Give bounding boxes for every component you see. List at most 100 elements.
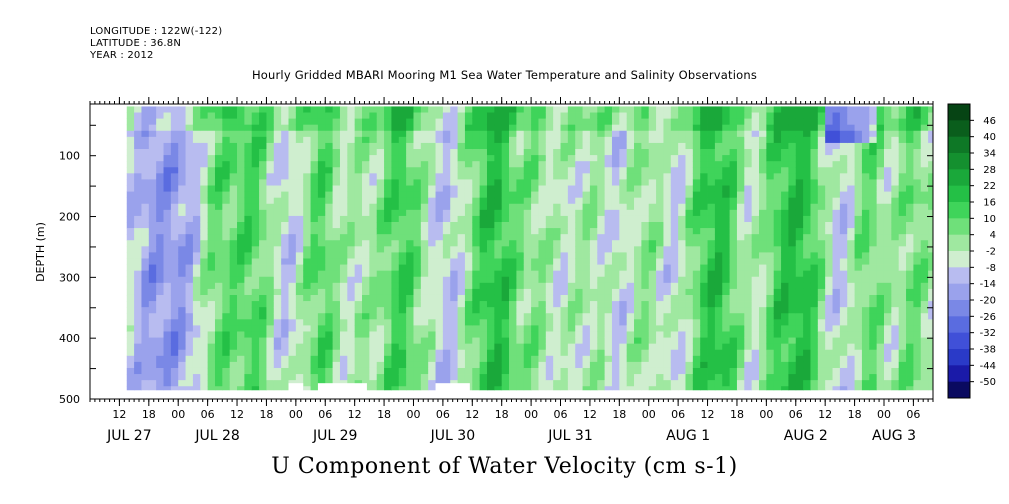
heat-cell xyxy=(362,349,370,357)
heat-cell xyxy=(479,112,488,119)
heat-cell xyxy=(222,142,231,150)
heat-cell xyxy=(486,325,495,332)
heat-cell xyxy=(663,142,672,150)
heat-cell xyxy=(626,209,635,217)
heat-cell xyxy=(523,167,532,174)
heat-cell xyxy=(788,234,797,241)
heat-cell xyxy=(810,222,819,229)
heat-cell xyxy=(509,258,517,265)
heat-cell xyxy=(200,307,209,314)
heat-cell xyxy=(663,167,672,174)
heat-cell xyxy=(310,191,319,199)
heat-cell xyxy=(707,179,716,186)
heat-cell xyxy=(663,197,672,205)
heat-cell xyxy=(200,209,209,217)
heat-cell xyxy=(376,167,385,174)
heat-cell xyxy=(656,288,664,296)
heat-cell xyxy=(207,313,216,320)
heat-cell xyxy=(244,258,253,265)
heat-cell xyxy=(825,209,833,217)
heat-cell xyxy=(148,276,157,284)
heat-cell xyxy=(288,276,297,284)
heat-cell xyxy=(200,252,209,259)
heat-cell xyxy=(148,264,157,272)
heat-cell xyxy=(288,331,297,338)
heat-cell xyxy=(729,240,738,247)
heat-cell xyxy=(744,191,753,199)
heat-cell xyxy=(251,258,260,265)
heat-cell xyxy=(714,264,723,272)
heat-cell xyxy=(663,252,672,259)
heat-cell xyxy=(295,191,304,199)
heat-cell xyxy=(597,386,606,391)
heat-cell xyxy=(531,234,539,241)
heat-cell xyxy=(237,361,245,369)
heat-cell xyxy=(464,246,473,253)
heat-cell xyxy=(876,276,885,284)
heat-cell xyxy=(369,294,378,302)
heat-cell xyxy=(634,307,642,314)
heat-cell xyxy=(222,149,231,156)
heat-cell xyxy=(560,252,569,259)
heat-cell xyxy=(347,130,356,138)
heat-cell xyxy=(148,234,157,241)
heat-cell xyxy=(700,228,708,235)
heat-cell xyxy=(435,361,444,369)
heat-cell xyxy=(597,343,606,351)
heat-cell xyxy=(237,185,245,192)
heat-cell xyxy=(729,167,738,174)
heat-cell xyxy=(192,124,201,132)
heat-cell xyxy=(883,319,892,326)
heat-cell xyxy=(898,301,907,308)
heat-cell xyxy=(170,343,179,351)
heat-cell xyxy=(810,380,819,387)
heat-cell xyxy=(531,246,539,253)
heat-cell xyxy=(766,258,775,265)
heat-cell xyxy=(847,118,855,126)
heat-cell xyxy=(479,173,488,180)
heat-cell xyxy=(854,301,863,308)
heat-cell xyxy=(545,313,554,320)
heat-cell xyxy=(685,319,694,326)
heat-cell xyxy=(281,112,289,119)
heat-cell xyxy=(134,355,142,363)
heat-cell xyxy=(567,155,576,162)
heat-cell xyxy=(332,307,341,314)
heat-cell xyxy=(214,136,223,144)
heat-cell xyxy=(759,124,767,132)
heat-cell xyxy=(244,361,253,369)
heat-cell xyxy=(876,203,885,211)
heat-cell xyxy=(362,228,370,235)
heat-cell xyxy=(486,258,495,265)
heat-cell xyxy=(464,112,473,119)
heat-cell xyxy=(788,386,797,391)
heat-cell xyxy=(832,112,841,119)
heat-cell xyxy=(406,246,414,253)
heat-cell xyxy=(656,276,664,284)
heat-cell xyxy=(825,185,833,192)
heat-cell xyxy=(773,124,782,132)
heat-cell xyxy=(266,325,275,332)
heat-cell xyxy=(560,349,569,357)
heat-cell xyxy=(810,179,819,186)
heat-cell xyxy=(589,349,598,357)
heat-cell xyxy=(362,161,370,168)
heat-cell xyxy=(781,294,789,302)
heat-cell xyxy=(795,301,804,308)
heat-cell xyxy=(332,294,341,302)
heat-cell xyxy=(538,149,547,156)
heat-cell xyxy=(766,197,775,205)
heat-cell xyxy=(354,215,363,223)
heat-cell xyxy=(170,155,179,162)
heat-cell xyxy=(553,294,561,302)
heat-cell xyxy=(604,155,613,162)
heat-cell xyxy=(406,282,414,290)
heat-cell xyxy=(163,264,172,272)
heat-cell xyxy=(435,161,444,168)
heat-cell xyxy=(685,209,694,217)
heat-cell xyxy=(229,222,238,229)
heat-cell xyxy=(523,222,532,229)
heat-cell xyxy=(678,386,686,391)
heat-cell xyxy=(744,209,753,217)
heat-cell xyxy=(295,142,304,150)
